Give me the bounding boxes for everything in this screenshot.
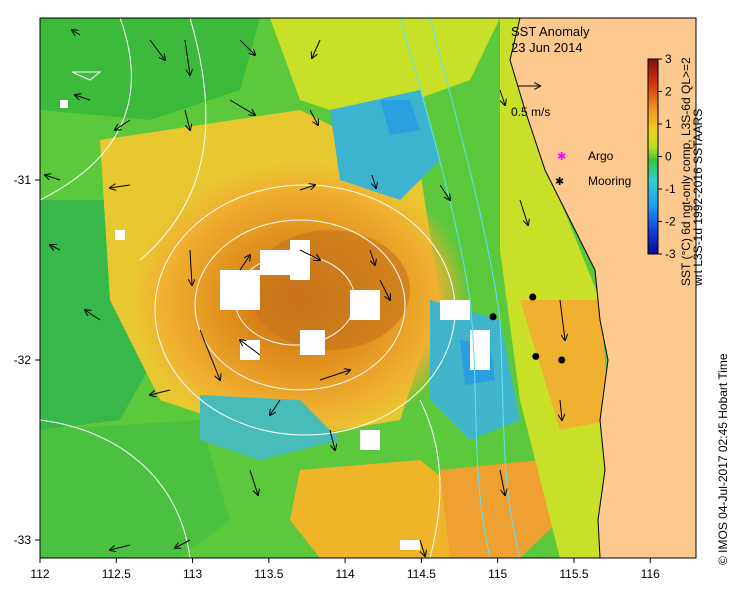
credit-text: © IMOS 04-Jul-2017 02:45 Hobart Time (716, 353, 730, 565)
mooring-marker (532, 352, 540, 360)
x-tick-label: 116 (641, 567, 660, 581)
x-tick-label: 114.5 (407, 567, 436, 581)
x-tick-label: 113 (183, 567, 202, 581)
colorbar-label-1: SST (°C) 6d ngt-only comp, L3S-6d QL>=2 (679, 57, 693, 286)
y-axis: -31 -32 -33 (14, 173, 40, 547)
map-title: SST Anomaly (511, 24, 590, 39)
x-tick-label: 114 (336, 567, 355, 581)
colorbar-tick-label: 0 (665, 150, 672, 164)
x-tick-label: 115 (488, 567, 507, 581)
marker-legend: ✱ Argo ✱ Mooring (555, 149, 631, 188)
colorbar: 3 2 1 0 -1 -2 -3 SST (°C) 6d ngt-only comp, L3… (647, 52, 705, 287)
y-tick-label: -33 (14, 533, 32, 547)
y-tick-label: -32 (14, 353, 32, 367)
x-axis: 112 112.5 113 113.5 114 114.5 115 115.5 116 (30, 558, 660, 581)
colorbar-tick-label: 3 (665, 52, 672, 66)
x-tick-label: 112.5 (102, 567, 131, 581)
vector-scale: 0.5 m/s (511, 86, 550, 119)
colorbar-tick-label: -2 (665, 215, 676, 229)
mooring-marker (529, 293, 537, 301)
colorbar-ramp (647, 58, 659, 255)
colorbar-tick-label: 2 (665, 85, 672, 99)
legend-mooring-label: Mooring (588, 174, 631, 188)
map-date: 23 Jun 2014 (511, 40, 583, 55)
colorbar-tick-label: -3 (665, 247, 676, 261)
y-tick-label: -31 (14, 173, 32, 187)
x-tick-label: 113.5 (254, 567, 283, 581)
colorbar-tick-label: -1 (665, 182, 676, 196)
colorbar-label-2: wrt L3S-1d 1992-2016 SSTAARS (691, 109, 705, 287)
moorings-layer (489, 293, 566, 364)
x-tick-label: 115.5 (559, 567, 588, 581)
colorbar-ticks: 3 2 1 0 -1 -2 -3 (658, 52, 676, 261)
mooring-marker (489, 313, 497, 321)
vector-scale-label: 0.5 m/s (511, 105, 550, 119)
plot-frame (39, 17, 697, 559)
colorbar-tick-label: 1 (665, 117, 672, 131)
legend-argo-label: Argo (588, 149, 614, 163)
mooring-symbol: ✱ (555, 176, 564, 188)
x-tick-label: 112 (30, 567, 49, 581)
mooring-marker (558, 356, 566, 364)
argo-symbol: ✱ (557, 151, 566, 163)
sst-field (40, 18, 696, 558)
